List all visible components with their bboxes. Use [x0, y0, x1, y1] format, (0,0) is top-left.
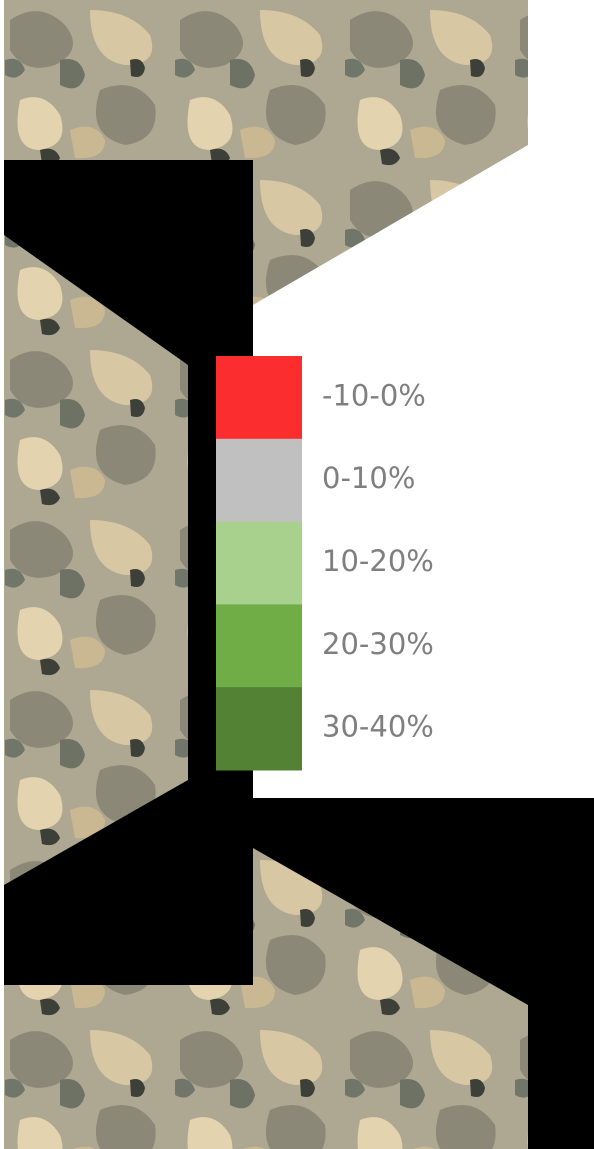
bottom-hexagon-visible — [253, 848, 528, 1149]
legend-swatch — [216, 604, 302, 688]
bottom-camo-left — [4, 985, 253, 1149]
legend-swatch — [216, 438, 302, 523]
camo-shapes — [4, 0, 594, 1149]
middle-hexagon — [4, 235, 188, 885]
legend-label: 0-10% — [322, 461, 415, 495]
legend-label: -10-0% — [322, 378, 426, 412]
legend-swatch — [216, 687, 302, 771]
legend-swatch — [216, 521, 302, 605]
legend: -10-0% 0-10% 10-20% 20-30% 30-40% — [216, 356, 434, 771]
legend-label: 10-20% — [322, 544, 434, 578]
legend-label: 20-30% — [322, 627, 434, 661]
legend-swatch — [216, 356, 302, 440]
legend-label: 30-40% — [322, 710, 434, 744]
